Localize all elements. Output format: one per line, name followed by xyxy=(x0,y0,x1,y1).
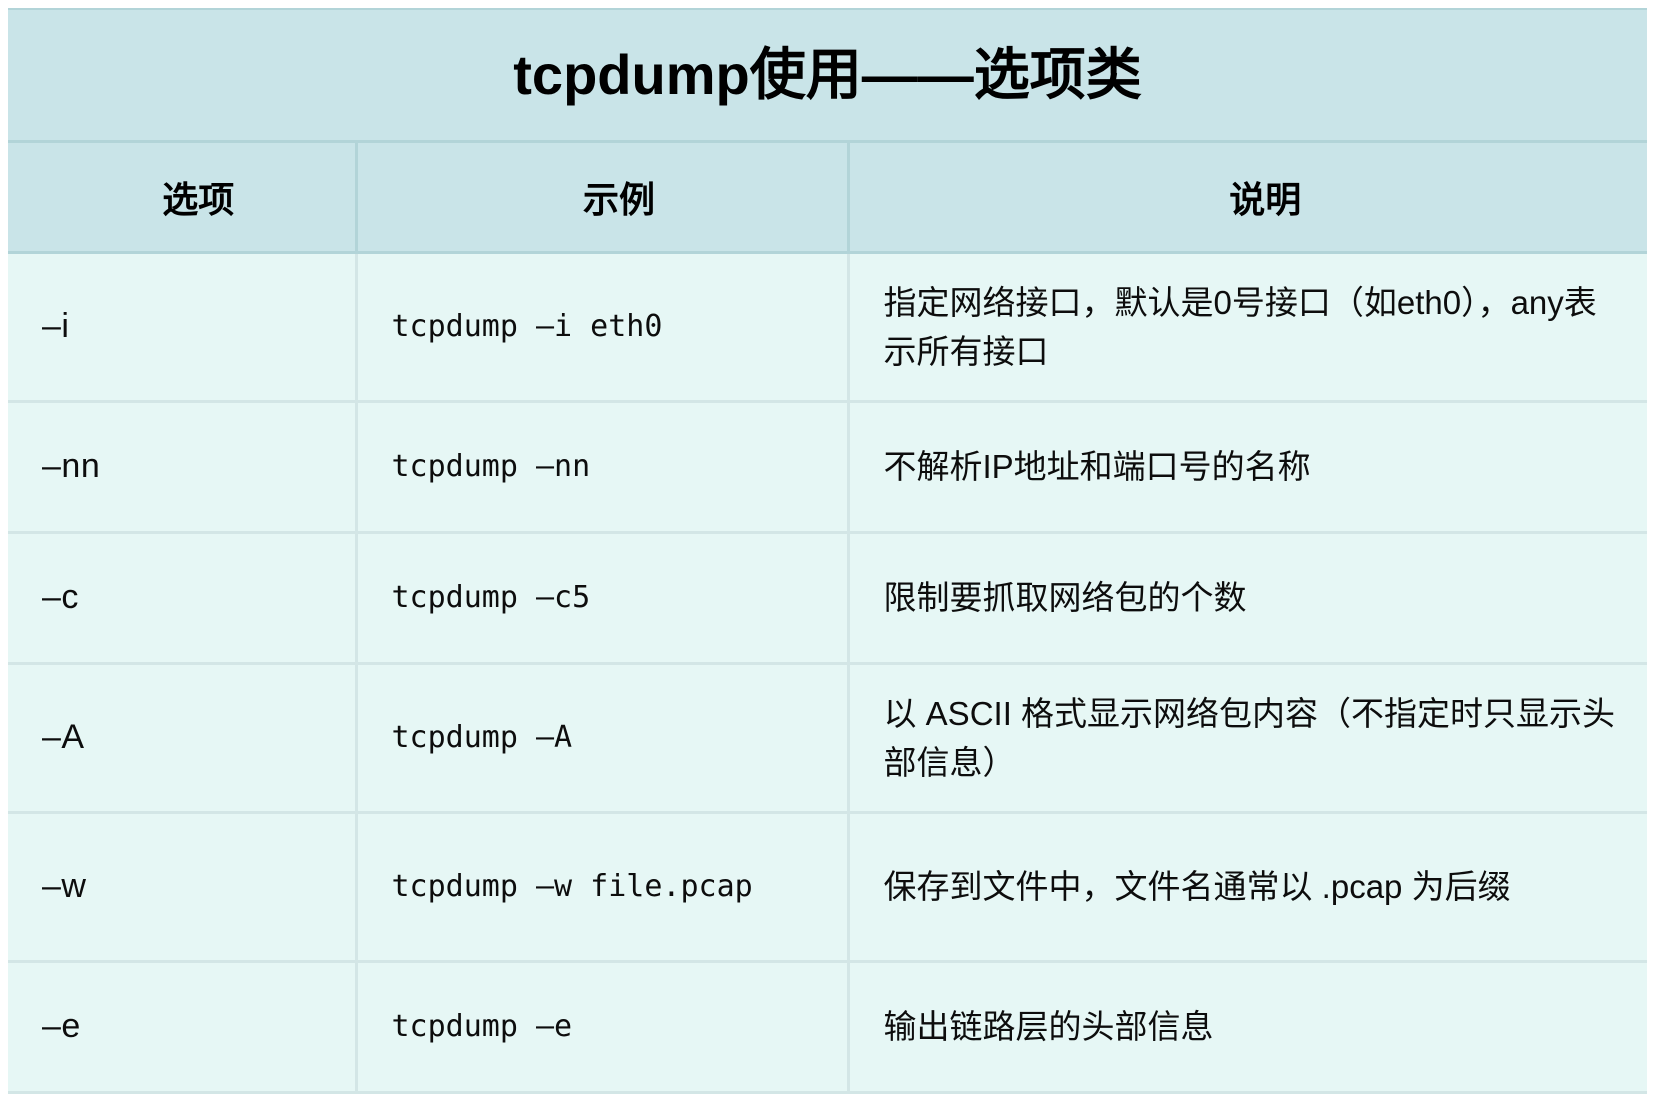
tcpdump-options-table: tcpdump使用——选项类 选项 示例 说明 –i tcpdump –i et… xyxy=(8,8,1647,1094)
cell-description: 限制要抓取网络包的个数 xyxy=(848,532,1647,665)
slide-title-cell: tcpdump使用——选项类 xyxy=(8,8,1647,143)
column-header-description: 说明 xyxy=(848,141,1647,254)
cell-option: –nn xyxy=(8,401,358,534)
table-row: –e tcpdump –e 输出链路层的头部信息 xyxy=(8,961,1647,1094)
cell-description: 不解析IP地址和端口号的名称 xyxy=(848,401,1647,534)
table-row: –nn tcpdump –nn 不解析IP地址和端口号的名称 xyxy=(8,401,1647,534)
page-title: tcpdump使用——选项类 xyxy=(513,43,1142,107)
cell-example: tcpdump –c5 xyxy=(356,532,850,665)
cell-description: 输出链路层的头部信息 xyxy=(848,961,1647,1094)
title-row: tcpdump使用——选项类 xyxy=(8,8,1647,143)
cell-description: 以 ASCII 格式显示网络包内容（不指定时只显示头部信息） xyxy=(848,663,1647,814)
cell-option: –w xyxy=(8,812,358,963)
cell-description: 指定网络接口，默认是0号接口（如eth0），any表示所有接口 xyxy=(848,252,1647,403)
cell-option: –e xyxy=(8,961,358,1094)
table-header-row: 选项 示例 说明 xyxy=(8,141,1647,254)
cell-example: tcpdump –nn xyxy=(356,401,850,534)
table-row: –w tcpdump –w file.pcap 保存到文件中，文件名通常以 .p… xyxy=(8,812,1647,963)
cell-option: –c xyxy=(8,532,358,665)
cell-example: tcpdump –e xyxy=(356,961,850,1094)
table-row: –i tcpdump –i eth0 指定网络接口，默认是0号接口（如eth0）… xyxy=(8,252,1647,403)
table-row: –c tcpdump –c5 限制要抓取网络包的个数 xyxy=(8,532,1647,665)
cell-example: tcpdump –A xyxy=(356,663,850,814)
cell-example: tcpdump –i eth0 xyxy=(356,252,850,403)
cell-option: –A xyxy=(8,663,358,814)
table-container: tcpdump使用——选项类 选项 示例 说明 –i tcpdump –i et… xyxy=(8,8,1647,1094)
cell-description: 保存到文件中，文件名通常以 .pcap 为后缀 xyxy=(848,812,1647,963)
table-row: –A tcpdump –A 以 ASCII 格式显示网络包内容（不指定时只显示头… xyxy=(8,663,1647,814)
cell-option: –i xyxy=(8,252,358,403)
cell-example: tcpdump –w file.pcap xyxy=(356,812,850,963)
column-header-example: 示例 xyxy=(356,141,850,254)
column-header-option: 选项 xyxy=(8,141,358,254)
slide-root: tcpdump使用——选项类 选项 示例 说明 –i tcpdump –i et… xyxy=(8,8,1647,1094)
